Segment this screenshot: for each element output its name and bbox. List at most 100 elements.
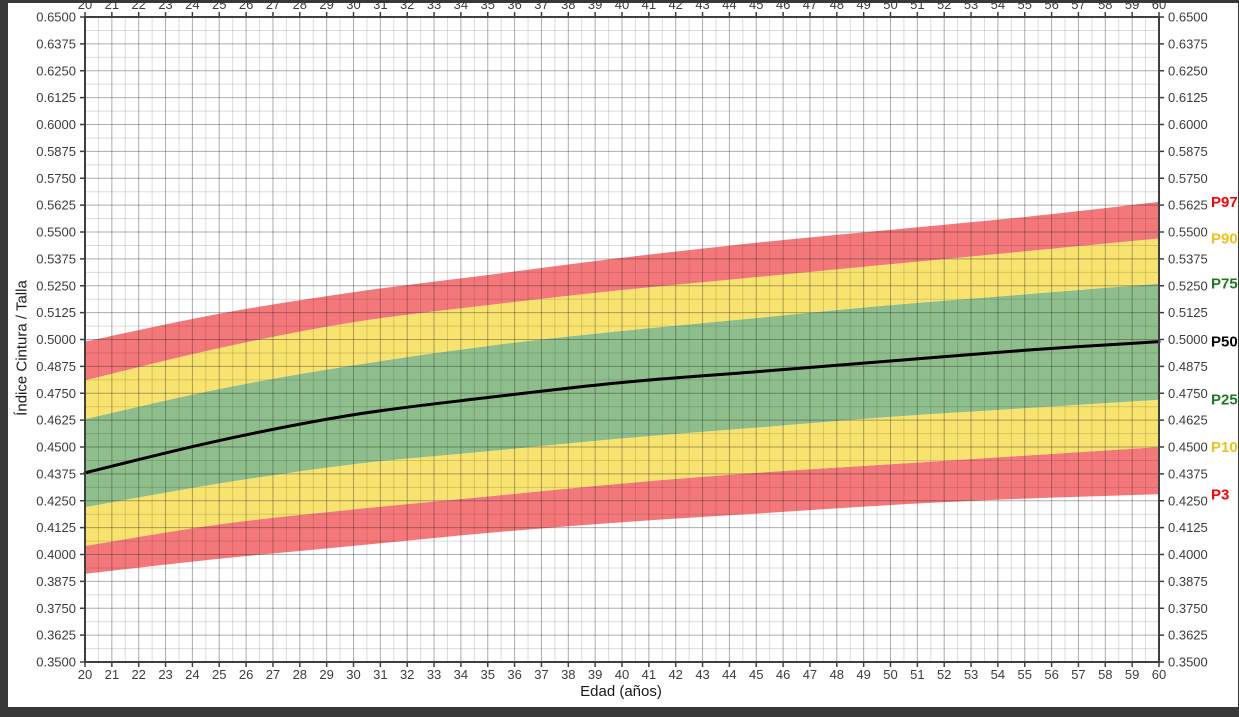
x-tick-label-bottom: 58 [1098, 667, 1112, 682]
x-tick-label-bottom: 29 [319, 667, 333, 682]
band-p90-p97 [85, 201, 1159, 381]
x-tick-label-top: 36 [507, 3, 521, 12]
y-tick-label-left: 0.3625 [36, 628, 76, 643]
x-tick-label-bottom: 60 [1152, 667, 1166, 682]
y-tick-label-right: 0.4500 [1168, 440, 1208, 455]
x-tick-label-top: 21 [105, 3, 119, 12]
y-tick-label-left: 0.6375 [36, 36, 76, 51]
x-tick-label-top: 38 [561, 3, 575, 12]
y-tick-label-right: 0.5750 [1168, 171, 1208, 186]
y-tick-label-right: 0.6250 [1168, 63, 1208, 78]
x-tick-label-top: 24 [185, 3, 199, 12]
x-tick-label-top: 55 [1018, 3, 1032, 12]
percentile-label-p3: P3 [1211, 486, 1229, 503]
chart-surface: 20 20 21 21 22 22 23 23 24 24 25 25 26 26 27 27 28 28 29 29… [8, 3, 1238, 707]
y-tick-label-left: 0.5250 [36, 278, 76, 293]
x-tick-label-top: 53 [964, 3, 978, 12]
y-tick-label-left: 0.5875 [36, 144, 76, 159]
percentile-label-p25: P25 [1211, 392, 1238, 409]
y-tick-label-right: 0.4875 [1168, 359, 1208, 374]
x-axis-title: Edad (años) [580, 683, 662, 700]
x-tick-label-bottom: 35 [481, 667, 495, 682]
y-tick-label-left: 0.4875 [36, 359, 76, 374]
x-tick-label-bottom: 24 [185, 667, 199, 682]
x-tick-label-top: 57 [1071, 3, 1085, 12]
x-tick-label-bottom: 44 [722, 667, 736, 682]
x-tick-label-bottom: 47 [803, 667, 817, 682]
y-tick-label-left: 0.6125 [36, 90, 76, 105]
percentile-label-p90: P90 [1211, 230, 1238, 247]
percentile-label-p50: P50 [1211, 334, 1238, 351]
x-tick-label-top: 32 [400, 3, 414, 12]
x-tick-label-bottom: 50 [883, 667, 897, 682]
tick-marks [80, 12, 1164, 667]
x-tick-label-top: 26 [239, 3, 253, 12]
x-tick-label-top: 59 [1125, 3, 1139, 12]
x-tick-label-bottom: 37 [534, 667, 548, 682]
x-tick-label-bottom: 32 [400, 667, 414, 682]
y-axis-title: Índice Cintura / Talla [13, 280, 31, 416]
y-tick-label-right: 0.6125 [1168, 90, 1208, 105]
x-tick-label-top: 29 [319, 3, 333, 12]
y-tick-label-left: 0.5125 [36, 305, 76, 320]
x-tick-label-top: 51 [910, 3, 924, 12]
x-tick-label-bottom: 30 [346, 667, 360, 682]
y-tick-label-right: 0.5125 [1168, 305, 1208, 320]
y-tick-label-right: 0.3750 [1168, 601, 1208, 616]
band-p10-p25 [85, 399, 1159, 546]
x-tick-label-bottom: 20 [78, 667, 92, 682]
x-tick-label-top: 52 [937, 3, 951, 12]
y-tick-label-right: 0.5000 [1168, 332, 1208, 347]
y-tick-label-right: 0.4000 [1168, 547, 1208, 562]
x-tick-label-top: 22 [131, 3, 145, 12]
y-tick-label-left: 0.5750 [36, 171, 76, 186]
x-tick-label-top: 43 [695, 3, 709, 12]
y-tick-label-left: 0.6500 [36, 10, 76, 25]
band-p25-p75 [85, 283, 1159, 508]
band-p3-p10 [85, 447, 1159, 574]
y-tick-label-right: 0.6375 [1168, 36, 1208, 51]
percentile-label-p75: P75 [1211, 276, 1238, 293]
x-tick-label-bottom: 42 [668, 667, 682, 682]
x-tick-label-top: 23 [158, 3, 172, 12]
x-tick-label-top: 31 [373, 3, 387, 12]
x-tick-label-bottom: 31 [373, 667, 387, 682]
x-tick-label-bottom: 53 [964, 667, 978, 682]
y-tick-label-right: 0.6000 [1168, 117, 1208, 132]
x-tick-label-bottom: 48 [830, 667, 844, 682]
tick-labels: 20 20 21 21 22 22 23 23 24 24 25 25 26 26 27 27 28 28 29 29… [36, 3, 1208, 682]
x-tick-label-top: 46 [776, 3, 790, 12]
y-tick-label-left: 0.5000 [36, 332, 76, 347]
y-tick-label-left: 0.5375 [36, 251, 76, 266]
x-tick-label-top: 44 [722, 3, 736, 12]
y-tick-label-left: 0.4000 [36, 547, 76, 562]
y-tick-label-left: 0.5500 [36, 225, 76, 240]
x-tick-label-bottom: 21 [105, 667, 119, 682]
y-tick-label-left: 0.4375 [36, 466, 76, 481]
y-tick-label-left: 0.4500 [36, 440, 76, 455]
x-tick-label-top: 41 [642, 3, 656, 12]
x-tick-label-top: 48 [830, 3, 844, 12]
y-tick-label-right: 0.3625 [1168, 628, 1208, 643]
p50-median-line [83, 340, 1161, 475]
x-tick-label-bottom: 51 [910, 667, 924, 682]
y-tick-label-left: 0.5625 [36, 198, 76, 213]
y-tick-label-right: 0.4750 [1168, 386, 1208, 401]
x-tick-label-bottom: 22 [131, 667, 145, 682]
y-tick-label-right: 0.3875 [1168, 574, 1208, 589]
major-grid-lines [85, 17, 1159, 662]
waist-height-percentile-chart: 20 20 21 21 22 22 23 23 24 24 25 25 26 26 27 27 28 28 29 29… [8, 3, 1238, 707]
x-tick-label-bottom: 26 [239, 667, 253, 682]
y-tick-label-right: 0.4250 [1168, 493, 1208, 508]
x-tick-label-top: 45 [749, 3, 763, 12]
x-tick-label-bottom: 25 [212, 667, 226, 682]
x-tick-label-top: 60 [1152, 3, 1166, 12]
x-tick-label-top: 49 [856, 3, 870, 12]
x-tick-label-top: 30 [346, 3, 360, 12]
y-tick-label-right: 0.3500 [1168, 655, 1208, 670]
y-tick-label-right: 0.5500 [1168, 225, 1208, 240]
x-tick-label-top: 39 [588, 3, 602, 12]
x-tick-label-bottom: 56 [1044, 667, 1058, 682]
percentile-label-p10: P10 [1211, 439, 1238, 456]
x-tick-label-top: 37 [534, 3, 548, 12]
